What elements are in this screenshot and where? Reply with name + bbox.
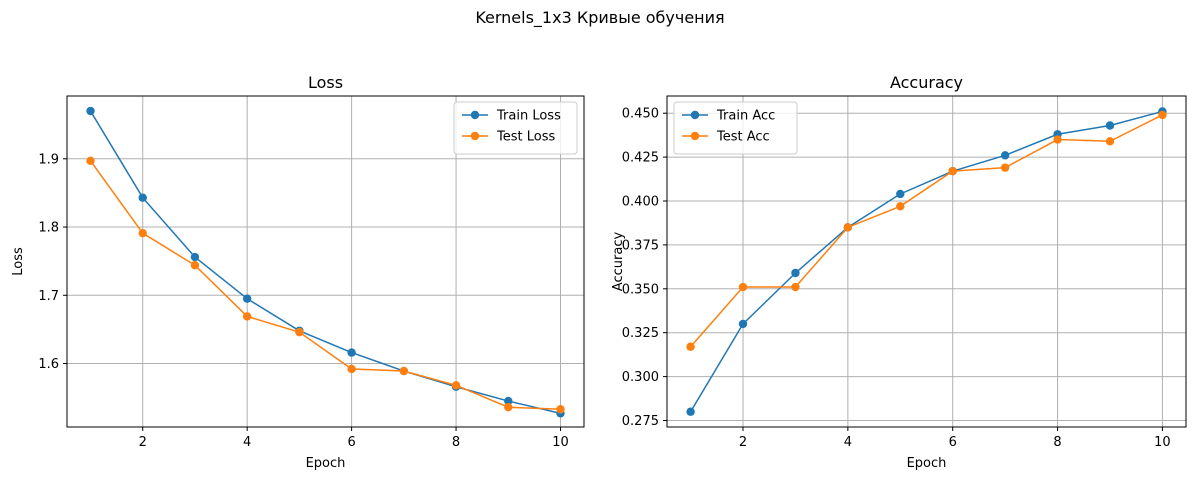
loss-data-point: [556, 405, 565, 414]
accuracy-legend-label: Train Acc: [716, 109, 775, 124]
accuracy-ytick-label: 0.325: [622, 326, 659, 341]
loss-ytick-label: 1.9: [38, 152, 59, 167]
loss-data-point: [138, 228, 147, 238]
accuracy-data-point: [1158, 110, 1167, 120]
accuracy-xtick-label: 8: [1053, 435, 1061, 450]
loss-legend-marker: [470, 110, 480, 120]
accuracy-data-point: [896, 189, 905, 199]
loss-data-point: [86, 106, 95, 116]
accuracy-data-point: [1000, 151, 1010, 160]
accuracy-data-point: [686, 407, 695, 416]
loss-data-point: [86, 156, 95, 166]
accuracy-ytick-label: 0.450: [622, 107, 659, 122]
loss-data-point: [242, 312, 252, 321]
loss-xtick-label: 2: [139, 435, 147, 450]
accuracy-ytick-label: 0.275: [622, 414, 659, 429]
accuracy-data-point: [948, 166, 957, 176]
loss-xtick-label: 8: [452, 435, 460, 450]
loss-x-axis-label: Epoch: [306, 456, 346, 471]
accuracy-xtick-label: 4: [844, 435, 852, 450]
accuracy-ytick-label: 0.300: [622, 370, 659, 385]
accuracy-chart: 2 4 6 8 10 0.275 0.300 0.325 0.350 0.375 0.400 0.42…: [611, 73, 1187, 471]
accuracy-data-point: [1105, 137, 1115, 146]
accuracy-y-axis-label: Accuracy: [611, 232, 626, 292]
loss-data-point: [190, 261, 200, 270]
accuracy-data-point: [738, 319, 748, 329]
accuracy-series-line-test: [690, 114, 1163, 348]
accuracy-xtick-label: 2: [739, 435, 747, 450]
loss-xtick-label: 6: [347, 435, 355, 450]
loss-ytick-label: 1.7: [38, 289, 59, 304]
accuracy-xtick-label: 10: [1154, 435, 1171, 450]
loss-xtick-label: 10: [552, 435, 569, 450]
accuracy-data-point: [738, 282, 748, 292]
loss-data-point: [347, 348, 356, 357]
accuracy-series-line-train: [689, 110, 1163, 413]
loss-data-point: [138, 193, 147, 202]
accuracy-data-point: [791, 268, 800, 278]
figure-suptitle: Kernels_1x3 Кривые обучения: [475, 8, 724, 28]
accuracy-data-point: [1105, 121, 1115, 130]
loss-data-point: [347, 364, 356, 374]
loss-legend-marker: [470, 131, 480, 141]
accuracy-ytick-label: 0.350: [622, 282, 659, 297]
accuracy-ytick-label: 0.400: [622, 195, 659, 210]
accuracy-legend-marker: [690, 131, 700, 141]
loss-data-point: [504, 403, 513, 412]
accuracy-plot-frame: [666, 95, 1187, 428]
loss-ytick-label: 1.6: [38, 357, 59, 372]
loss-data-point: [190, 252, 200, 262]
loss-legend: Train Loss Test Loss: [453, 101, 578, 155]
loss-y-axis-label: Loss: [11, 247, 26, 276]
accuracy-ytick-label: 0.425: [622, 151, 659, 166]
loss-series-line-train: [89, 110, 561, 415]
accuracy-data-point: [791, 282, 800, 292]
loss-data-point: [504, 396, 513, 406]
accuracy-data-point: [686, 342, 695, 351]
accuracy-legend-marker: [690, 110, 700, 120]
loss-data-point: [399, 366, 409, 376]
loss-chart-title: Loss: [308, 73, 343, 92]
accuracy-x-axis-label: Epoch: [907, 456, 947, 471]
accuracy-data-point: [896, 202, 905, 211]
loss-data-point: [451, 381, 461, 390]
loss-data-point: [242, 294, 252, 303]
loss-xtick-label: 4: [243, 435, 251, 450]
loss-chart: 2 4 6 8 10 1.6 1.7 1.8 1.9 Loss Epoch Loss Train Los…: [11, 73, 585, 471]
accuracy-data-point: [1053, 135, 1062, 144]
accuracy-xtick-label: 6: [949, 435, 957, 450]
accuracy-data-point: [1000, 163, 1010, 172]
accuracy-data-point: [843, 223, 853, 232]
loss-plot-frame: [66, 95, 585, 428]
accuracy-ytick-label: 0.375: [622, 238, 659, 253]
accuracy-legend-label: Test Acc: [716, 130, 770, 145]
loss-ytick-label: 1.8: [38, 221, 59, 236]
loss-legend-label: Test Loss: [496, 130, 555, 145]
loss-legend-label: Train Loss: [496, 109, 561, 124]
loss-series-line-test: [89, 160, 561, 411]
loss-data-point: [295, 327, 304, 337]
accuracy-chart-title: Accuracy: [890, 73, 963, 92]
accuracy-legend: Train Acc Test Acc: [673, 101, 798, 155]
